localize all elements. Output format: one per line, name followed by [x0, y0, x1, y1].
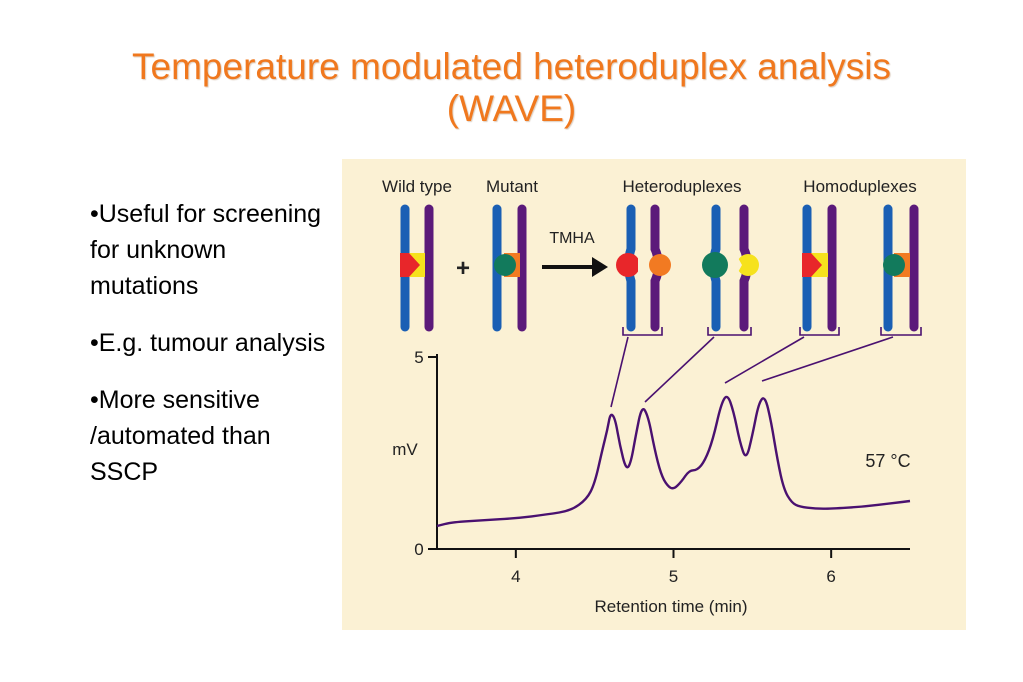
tmha-arrow-icon	[542, 257, 608, 277]
plus-sign: +	[456, 255, 470, 282]
homoduplex-1	[802, 204, 837, 332]
slide-title-line2: (WAVE)	[446, 88, 577, 129]
mutant-duplex	[492, 204, 527, 332]
connector-homoduplex-1	[724, 336, 805, 384]
bullet-sensitive: •More sensitive /automated than SSCP	[90, 386, 271, 486]
bracket-homoduplex-1	[799, 327, 840, 336]
duplex-brackets	[622, 327, 922, 336]
bullet-list: •Useful for screening for unknown mutati…	[90, 196, 330, 511]
connector-heteroduplex-1	[610, 336, 629, 408]
bracket-heteroduplex-2	[707, 327, 752, 336]
tmha-label: TMHA	[549, 230, 595, 247]
peak-connectors	[610, 336, 894, 408]
x-tick-label: 6	[826, 567, 835, 586]
tick-layer: 4 5 6 0 5	[414, 348, 836, 586]
x-tick-label: 5	[669, 567, 678, 586]
heteroduplex-2	[702, 204, 759, 332]
x-axis-label: Retention time (min)	[594, 597, 747, 616]
label-homoduplexes: Homoduplexes	[803, 177, 916, 196]
heteroduplex-1	[616, 204, 671, 332]
homoduplex-2	[883, 204, 919, 332]
wave-figure: Wild type Mutant Heteroduplexes Homodupl…	[342, 159, 966, 630]
label-wild-type: Wild type	[382, 177, 452, 196]
connector-heteroduplex-2	[644, 336, 715, 403]
bullet-screening: •Useful for screening for unknown mutati…	[90, 200, 322, 300]
figure-canvas: Wild type Mutant Heteroduplexes Homodupl…	[342, 159, 966, 630]
y-tick-label: 0	[414, 540, 423, 559]
connector-homoduplex-2	[761, 336, 894, 382]
label-heteroduplexes: Heteroduplexes	[622, 177, 741, 196]
slide-title: Temperature modulated heteroduplex analy…	[132, 46, 891, 87]
bracket-heteroduplex-1	[622, 327, 663, 336]
bullet-tumour: •E.g. tumour analysis	[90, 329, 326, 357]
label-mutant: Mutant	[486, 177, 538, 196]
x-tick-label: 4	[511, 567, 520, 586]
y-tick-label: 5	[414, 348, 423, 367]
chromatogram-trace	[436, 395, 911, 528]
bracket-homoduplex-2	[880, 327, 922, 336]
temperature-annotation: 57 °C	[865, 451, 910, 471]
y-axis-label: mV	[392, 440, 418, 459]
wild-type-duplex	[400, 204, 434, 332]
